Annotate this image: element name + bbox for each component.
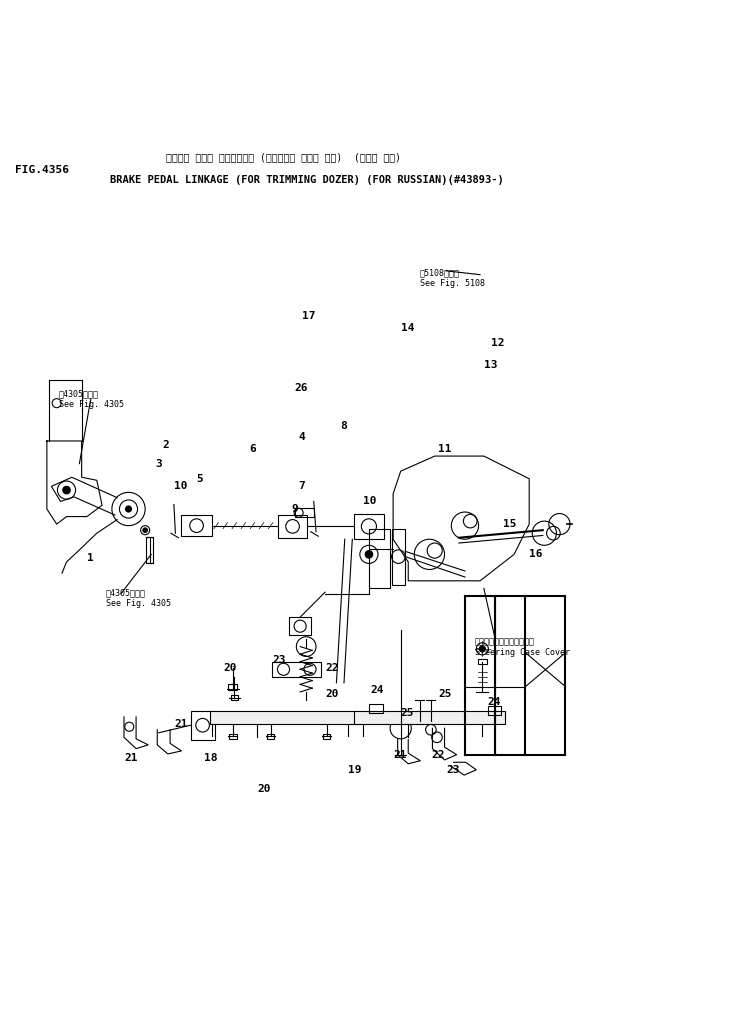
Circle shape	[63, 487, 70, 494]
Text: 6: 6	[249, 444, 256, 454]
Text: 14: 14	[401, 323, 414, 333]
Text: 11: 11	[438, 444, 452, 454]
Text: 24: 24	[370, 685, 384, 695]
Text: 第4305図参照
See Fig. 4305: 第4305図参照 See Fig. 4305	[106, 588, 171, 608]
Text: 25: 25	[438, 689, 452, 699]
Text: 17: 17	[302, 312, 316, 322]
Bar	[354, 513, 384, 540]
Text: ブレーキ ペダル リンケージ・ (トリミング ドーザ ヨウ)  (ロシア ヨウ): ブレーキ ペダル リンケージ・ (トリミング ドーザ ヨウ) (ロシア ヨウ)	[166, 152, 401, 162]
Text: 7: 7	[299, 482, 305, 492]
Bar	[228, 684, 237, 690]
Text: 26: 26	[295, 383, 308, 393]
Text: 5: 5	[197, 473, 203, 484]
Bar	[231, 695, 238, 700]
Text: 8: 8	[340, 420, 347, 431]
Text: 1: 1	[87, 553, 94, 563]
Bar	[323, 734, 330, 739]
Bar	[369, 529, 390, 588]
Text: 第5108図参照
See Fig. 5108: 第5108図参照 See Fig. 5108	[420, 269, 485, 288]
Circle shape	[479, 645, 485, 652]
Text: ステアリングケースカバー
Steering Case Cover: ステアリングケースカバー Steering Case Cover	[475, 637, 570, 657]
Text: 9: 9	[291, 504, 298, 514]
Text: 21: 21	[393, 749, 407, 759]
Text: 25: 25	[401, 709, 414, 718]
Bar	[289, 617, 311, 635]
Circle shape	[125, 506, 132, 512]
Circle shape	[143, 528, 147, 532]
Text: 13: 13	[484, 360, 497, 371]
Text: 22: 22	[325, 663, 339, 673]
Bar	[210, 711, 358, 725]
Text: 22: 22	[431, 749, 445, 759]
Text: 20: 20	[223, 663, 237, 673]
Text: 10: 10	[363, 497, 376, 506]
Text: 21: 21	[125, 753, 138, 764]
Bar	[181, 515, 212, 536]
Bar	[229, 734, 237, 739]
Text: 24: 24	[488, 696, 501, 706]
Text: 23: 23	[446, 765, 460, 775]
Circle shape	[365, 551, 373, 558]
Bar	[354, 711, 505, 725]
Text: 18: 18	[204, 753, 218, 764]
Text: 20: 20	[257, 784, 271, 794]
Bar	[278, 515, 307, 538]
Bar	[267, 734, 274, 739]
Text: 21: 21	[174, 720, 187, 730]
Bar	[392, 528, 405, 584]
Text: 第4305図参照
See Fig. 4305: 第4305図参照 See Fig. 4305	[59, 390, 124, 409]
Text: FIG.4356: FIG.4356	[15, 165, 69, 175]
Text: 16: 16	[529, 550, 543, 559]
Text: 20: 20	[325, 689, 339, 699]
Text: 12: 12	[491, 338, 505, 348]
Bar	[146, 536, 153, 563]
Bar	[488, 705, 501, 715]
Bar	[295, 508, 314, 517]
Text: 2: 2	[163, 440, 169, 450]
Bar	[369, 704, 383, 714]
Text: 19: 19	[348, 765, 361, 775]
Bar	[191, 711, 215, 740]
Text: 3: 3	[155, 459, 162, 468]
Bar	[478, 660, 487, 664]
Text: 23: 23	[272, 656, 286, 665]
Text: BRAKE PEDAL LINKAGE (FOR TRIMMING DOZER) (FOR RUSSIAN)(#43893-): BRAKE PEDAL LINKAGE (FOR TRIMMING DOZER)…	[110, 175, 503, 185]
Text: 10: 10	[174, 482, 187, 492]
Text: 15: 15	[503, 519, 516, 529]
Text: 4: 4	[299, 433, 305, 442]
Bar	[272, 662, 321, 677]
